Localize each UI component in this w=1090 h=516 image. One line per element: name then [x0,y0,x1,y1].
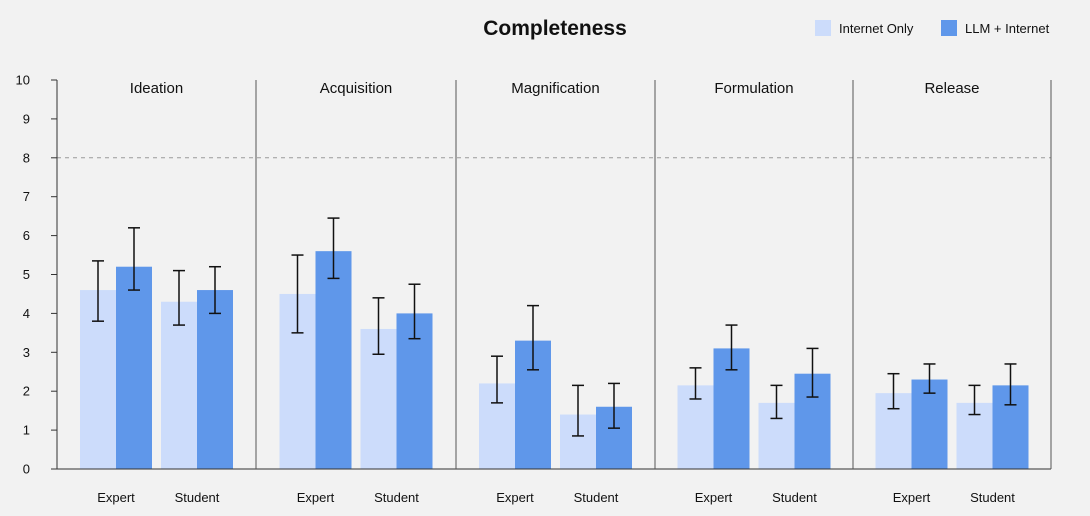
group-label-ideation-student: Student [175,490,220,505]
group-label-acquisition-expert: Expert [297,490,335,505]
y-tick-label-5: 5 [23,267,30,282]
legend-label-llm-internet: LLM + Internet [965,21,1050,36]
group-label-formulation-student: Student [772,490,817,505]
y-tick-label-1: 1 [23,423,30,438]
panel-title-release: Release [924,80,979,97]
group-label-release-expert: Expert [893,490,931,505]
y-tick-label-9: 9 [23,111,30,126]
group-label-magnification-expert: Expert [496,490,534,505]
panel-title-formulation: Formulation [714,80,793,97]
y-tick-label-10: 10 [16,73,30,88]
legend-swatch-llm-internet [941,20,957,36]
group-label-acquisition-student: Student [374,490,419,505]
axis-layer: 0 1 2 3 4 5 6 7 8 9 10 Ideation Expert Student Acquisi… [16,73,1052,505]
chart-title: Completeness [483,17,627,40]
bar-ideation-student-llm-internet [197,290,233,469]
bar-release-expert-llm-internet [911,379,948,469]
group-label-formulation-expert: Expert [695,490,733,505]
group-label-release-student: Student [970,490,1015,505]
y-tick-label-2: 2 [23,384,30,399]
y-tick-label-6: 6 [23,228,30,243]
group-label-ideation-expert: Expert [97,490,135,505]
y-tick-label-0: 0 [23,462,30,477]
y-tick-label-8: 8 [23,150,30,165]
panel-title-acquisition: Acquisition [320,80,393,97]
bar-acquisition-expert-llm-internet [315,251,352,469]
group-label-magnification-student: Student [574,490,619,505]
legend-label-internet-only: Internet Only [839,21,914,36]
panel-title-ideation: Ideation [130,80,183,97]
y-tick-label-3: 3 [23,345,30,360]
bar-ideation-student-internet-only [161,301,197,469]
bar-ideation-expert-llm-internet [116,266,152,469]
y-tick-label-4: 4 [23,306,30,321]
y-tick-label-7: 7 [23,189,30,204]
legend-swatch-internet-only [815,20,831,36]
panel-title-magnification: Magnification [511,80,599,97]
bars-layer [80,217,1029,469]
legend: Internet Only LLM + Internet [815,20,1050,36]
